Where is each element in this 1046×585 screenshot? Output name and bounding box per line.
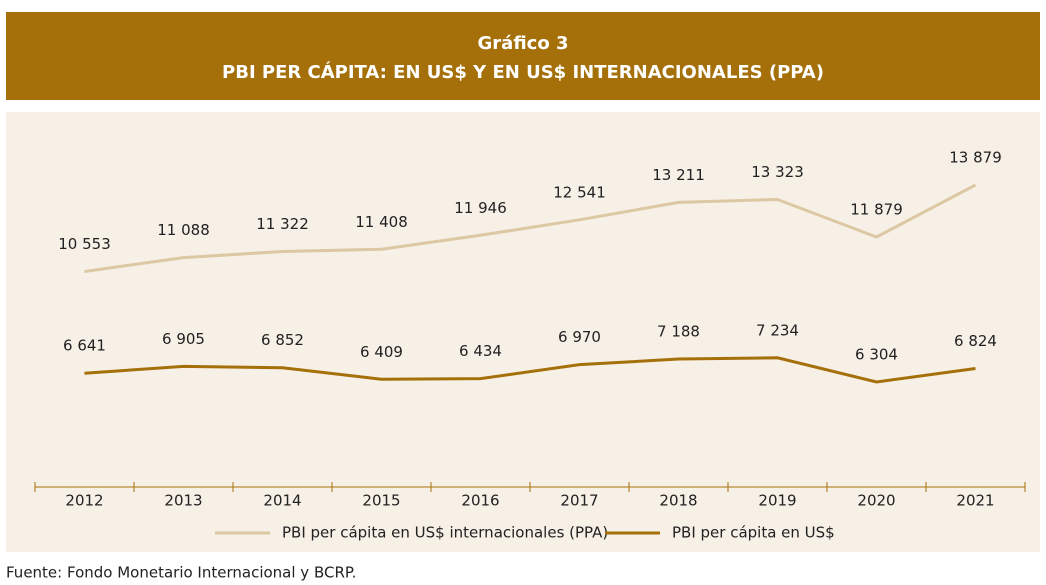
legend-label: PBI per cápita en US$ internacionales (P… (282, 524, 608, 542)
series-line (84, 356, 976, 384)
data-label: 11 879 (850, 201, 903, 219)
plot-background (6, 112, 1040, 552)
x-tick-label: 2018 (659, 492, 697, 510)
data-label: 11 408 (355, 213, 408, 231)
x-tick-label: 2021 (956, 492, 994, 510)
data-label: 13 211 (652, 166, 705, 184)
x-tick-label: 2015 (362, 492, 400, 510)
data-label: 6 304 (855, 346, 898, 364)
data-label: 13 323 (751, 163, 804, 181)
legend-label: PBI per cápita en US$ (672, 524, 835, 542)
x-tick-label: 2020 (857, 492, 895, 510)
data-label: 7 234 (756, 321, 799, 339)
series-line (84, 183, 977, 273)
chart-subtitle: PBI PER CÁPITA: EN US$ Y EN US$ INTERNAC… (222, 61, 824, 83)
x-tick-label: 2012 (65, 492, 103, 510)
x-tick-label: 2016 (461, 492, 499, 510)
x-tick-label: 2017 (560, 492, 598, 510)
data-label: 7 188 (657, 323, 700, 341)
data-label: 6 824 (954, 332, 997, 350)
x-tick-label: 2019 (758, 492, 796, 510)
data-label: 6 434 (459, 342, 502, 360)
x-tick-label: 2014 (263, 492, 301, 510)
chart-title: Gráfico 3 (478, 33, 569, 54)
data-label: 11 322 (256, 215, 309, 233)
source-note: Fuente: Fondo Monetario Internacional y … (6, 564, 356, 582)
data-label: 10 553 (58, 235, 111, 253)
data-label: 6 905 (162, 330, 205, 348)
data-label: 12 541 (553, 183, 606, 201)
data-label: 6 409 (360, 343, 403, 361)
data-label: 6 641 (63, 337, 106, 355)
data-label: 6 852 (261, 331, 304, 349)
data-label: 11 088 (157, 221, 210, 239)
header-band (6, 12, 1040, 100)
data-label: 13 879 (949, 149, 1002, 167)
data-label: 6 970 (558, 328, 601, 346)
x-tick-label: 2013 (164, 492, 202, 510)
data-label: 11 946 (454, 199, 507, 217)
